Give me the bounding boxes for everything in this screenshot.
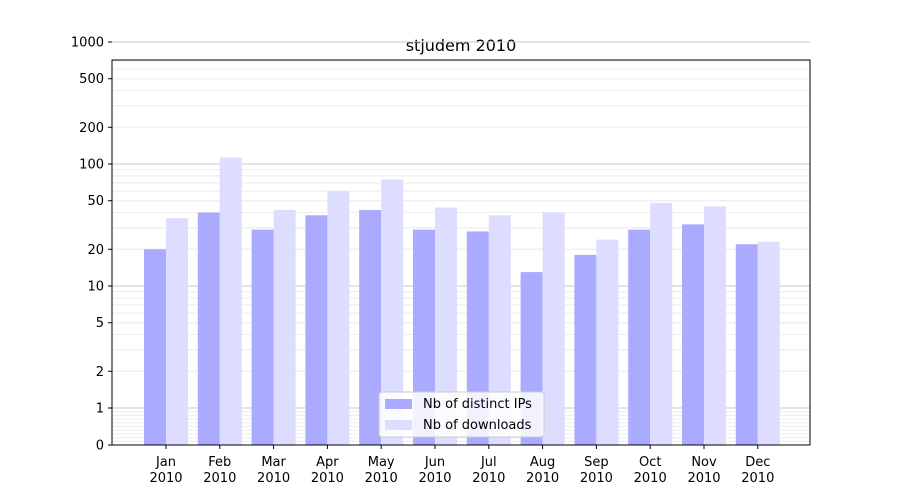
bar-distinct-ips <box>197 212 220 445</box>
bars-layer <box>144 157 780 446</box>
y-tick-label: 100 <box>79 158 104 173</box>
bar-downloads <box>542 212 565 445</box>
bar-downloads <box>650 202 673 445</box>
legend-swatch <box>385 399 412 409</box>
x-tick-label: Jun 2010 <box>418 455 451 486</box>
y-tick-label: 500 <box>79 72 104 87</box>
y-tick-label: 10 <box>87 280 104 295</box>
bar-downloads <box>166 218 188 445</box>
y-tick-label: 200 <box>79 121 104 136</box>
x-tick-label: Dec 2010 <box>741 455 774 486</box>
bar-distinct-ips <box>735 244 758 445</box>
x-tick-label: Oct 2010 <box>634 455 667 486</box>
bar-downloads <box>273 209 296 445</box>
bar-downloads <box>435 207 457 445</box>
x-tick-label: Sep 2010 <box>580 455 613 486</box>
bar-downloads <box>327 191 350 445</box>
bar-distinct-ips <box>305 215 328 445</box>
bar-downloads <box>381 179 404 445</box>
y-tick-label: 1 <box>96 402 104 417</box>
bar-distinct-ips <box>682 224 704 445</box>
legend-label: Nb of downloads <box>423 418 532 433</box>
bar-downloads <box>219 157 242 446</box>
y-tick-label: 20 <box>87 243 104 258</box>
bar-downloads <box>596 239 619 445</box>
x-tick-label: Mar 2010 <box>257 455 290 486</box>
bar-distinct-ips <box>251 229 274 445</box>
bar-distinct-ips <box>359 209 382 445</box>
chart-title: stjudem 2010 <box>406 36 517 55</box>
bar-distinct-ips <box>413 229 435 445</box>
x-tick-label: Aug 2010 <box>526 455 559 486</box>
x-tick-label: Apr 2010 <box>311 455 344 486</box>
x-tick-label: May 2010 <box>365 455 398 486</box>
legend-swatch <box>385 420 412 430</box>
legend-box <box>378 391 545 438</box>
y-tick-label: 1000 <box>71 36 104 51</box>
bar-distinct-ips <box>628 229 651 445</box>
x-axis: Jan 2010 Feb 2010 Mar 2010 Apr 2010 May 2010 Jun 20… <box>149 445 774 486</box>
y-tick-label: 2 <box>96 365 104 380</box>
x-tick-label: Jan 2010 <box>149 455 182 486</box>
legend: Nb of distinct IPs Nb of downloads <box>378 391 545 438</box>
bar-downloads <box>757 241 780 445</box>
bar-downloads <box>488 215 511 445</box>
bar-distinct-ips <box>574 254 597 445</box>
y-tick-label: 5 <box>96 316 104 331</box>
y-axis: 0 1 2 5 10 20 50 100 200 500 1000 <box>71 36 112 454</box>
plot-frame <box>111 59 811 446</box>
bar-distinct-ips <box>144 249 166 445</box>
bar-downloads <box>704 206 726 445</box>
x-tick-label: Nov 2010 <box>687 455 720 486</box>
y-tick-label: 0 <box>96 439 104 454</box>
x-tick-label: Feb 2010 <box>203 455 236 486</box>
x-tick-label: Jul 2010 <box>472 455 505 486</box>
legend-label: Nb of distinct IPs <box>423 397 532 412</box>
y-tick-label: 50 <box>87 194 104 209</box>
